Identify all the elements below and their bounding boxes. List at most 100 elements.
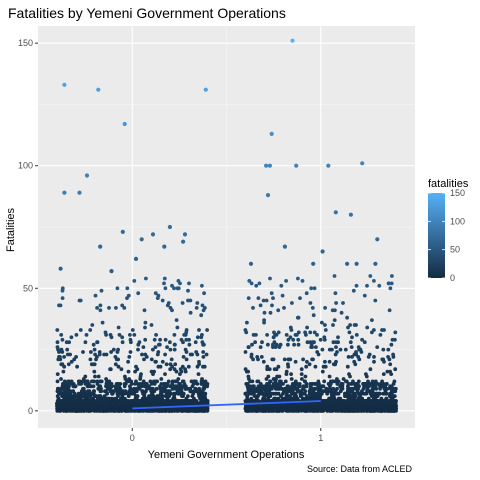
data-point: [163, 337, 168, 342]
data-point: [314, 345, 318, 349]
data-point: [290, 301, 294, 305]
data-point: [273, 345, 278, 349]
data-point: [184, 337, 189, 342]
data-point: [174, 318, 179, 322]
data-point: [166, 408, 171, 413]
data-point: [186, 298, 190, 303]
data-point: [286, 357, 291, 362]
data-point: [91, 384, 96, 389]
data-point: [196, 372, 201, 376]
data-point: [175, 325, 180, 330]
data-point: [149, 323, 154, 327]
data-point: [172, 333, 177, 337]
data-point: [173, 342, 177, 347]
data-point: [249, 389, 254, 394]
data-point: [187, 337, 191, 342]
data-point: [330, 394, 334, 398]
data-point: [348, 323, 352, 327]
data-point: [125, 286, 130, 291]
data-point: [296, 330, 301, 335]
data-point: [334, 345, 338, 349]
data-point: [250, 342, 254, 347]
data-point: [248, 379, 253, 384]
data-point: [133, 369, 138, 374]
data-point: [144, 382, 149, 386]
data-point: [299, 372, 304, 376]
data-point: [195, 301, 200, 305]
data-point: [333, 291, 338, 296]
data-point: [180, 364, 185, 369]
data-point: [117, 333, 122, 337]
data-point: [84, 333, 89, 337]
data-point: [381, 372, 386, 376]
data-point: [94, 394, 99, 398]
data-point: [279, 283, 284, 288]
data-point: [181, 401, 185, 406]
data-point: [194, 350, 199, 354]
data-point: [276, 330, 281, 335]
data-point: [370, 318, 374, 322]
data-point: [183, 386, 188, 391]
data-point: [58, 401, 62, 406]
data-point: [304, 291, 309, 296]
data-point: [348, 340, 353, 345]
data-point: [321, 389, 325, 394]
data-point: [143, 325, 147, 330]
data-point: [351, 391, 355, 396]
data-point: [387, 308, 392, 313]
data-point: [78, 298, 83, 303]
data-point: [258, 345, 263, 349]
data-point: [323, 364, 328, 369]
data-point: [317, 382, 321, 386]
data-point: [163, 372, 167, 376]
data-point: [147, 408, 152, 413]
data-point: [243, 328, 248, 332]
data-point: [143, 337, 148, 342]
data-point: [73, 384, 78, 389]
data-point: [338, 389, 343, 394]
data-point: [249, 281, 254, 286]
data-point: [331, 399, 335, 403]
data-point: [130, 328, 135, 332]
data-point: [138, 404, 142, 408]
data-point: [336, 340, 340, 345]
data-point: [331, 340, 336, 345]
data-point: [180, 379, 185, 384]
data-point: [168, 384, 173, 389]
data-point: [136, 347, 140, 352]
data-point: [343, 391, 347, 396]
data-point: [91, 342, 96, 347]
data-point: [260, 340, 264, 345]
data-point: [132, 333, 137, 337]
data-point: [165, 345, 170, 349]
data-point: [139, 384, 144, 389]
data-point: [269, 291, 274, 296]
data-point: [197, 394, 202, 398]
data-point: [332, 274, 337, 278]
data-point: [96, 374, 101, 379]
data-point: [59, 377, 63, 381]
data-point: [284, 391, 289, 396]
data-point: [157, 342, 161, 347]
data-point: [256, 296, 261, 300]
data-point: [266, 374, 271, 379]
data-point: [245, 320, 249, 325]
data-point: [62, 364, 67, 369]
data-point: [284, 279, 288, 283]
data-point: [125, 379, 129, 384]
data-point: [77, 401, 82, 406]
data-point: [61, 408, 66, 413]
data-point: [356, 345, 361, 349]
data-point: [191, 399, 196, 403]
data-point: [93, 406, 97, 411]
data-point: [286, 342, 290, 347]
data-point: [289, 372, 293, 376]
data-point: [166, 379, 171, 384]
data-point: [199, 401, 204, 406]
data-point: [368, 274, 373, 278]
data-point: [304, 364, 309, 369]
data-point: [354, 333, 359, 337]
data-point: [331, 323, 335, 327]
data-point: [92, 369, 97, 374]
data-point: [163, 389, 167, 394]
